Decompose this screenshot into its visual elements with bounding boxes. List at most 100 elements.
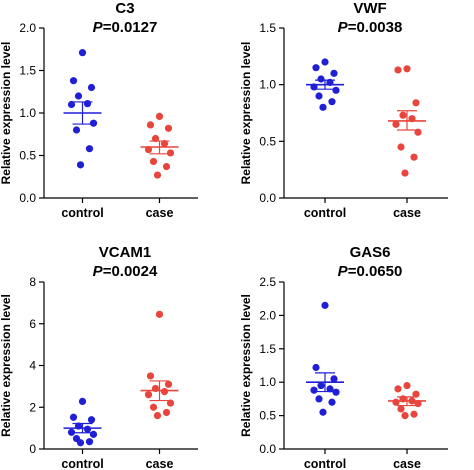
data-point [155,310,164,318]
data-point [328,398,336,406]
data-point [319,103,327,111]
data-point [394,385,402,393]
x-tick-label-control: control [304,206,346,220]
y-axis-label: Relative expression level [0,294,13,437]
data-point [403,381,411,390]
data-point [87,83,96,92]
data-point [162,162,171,171]
data-point [412,99,420,107]
y-tick-label: 1.5 [19,64,36,78]
data-point [78,49,87,57]
data-point [89,119,98,127]
data-point [392,398,400,406]
data-point [76,161,85,169]
data-point [151,134,160,143]
y-tick-label: 2 [29,400,36,414]
p-value: =0.0038 [348,19,403,36]
data-point [166,399,175,407]
data-point [330,69,338,77]
data-point [401,412,409,420]
y-tick-label: 0.0 [19,191,36,205]
chart-title: GAS6 [350,244,391,261]
y-tick-label: 2.0 [259,308,276,322]
data-point [321,58,329,66]
data-point [412,390,420,398]
data-point [310,386,318,394]
data-point [166,149,175,157]
data-point [410,153,418,161]
p-value: =0.0650 [348,263,403,280]
data-point [315,92,323,100]
data-point [332,86,340,94]
y-tick-label: 0.5 [259,409,276,423]
p-value-label: P=0.0127 [93,19,158,36]
data-point [164,380,173,388]
data-point [321,301,329,309]
x-tick-label-case: case [393,206,421,220]
data-point [85,145,94,153]
y-tick-label: 8 [29,275,36,289]
x-tick-label-control: control [61,457,103,470]
x-tick-label-case: case [393,457,421,470]
series-control [306,301,344,416]
data-point [69,77,78,85]
data-point [410,410,418,418]
data-point [401,169,409,177]
p-value-label: P=0.0024 [93,263,158,280]
data-point [72,126,81,134]
x-tick-label-case: case [146,457,174,470]
y-tick-label: 1.0 [259,375,276,389]
series-control [63,397,102,447]
data-point [83,425,92,433]
chart-panel-vcam1: VCAM1 P=0.0024 Relative expression level 0 2… [0,244,198,470]
y-tick-label: 4 [29,359,36,373]
y-tick-label: 0.0 [259,191,276,205]
series-case [388,65,426,177]
y-tick-label: 0.5 [19,149,36,163]
data-point [317,75,325,83]
data-point [144,391,153,399]
series-case [140,112,179,179]
series-case [140,310,179,420]
data-point [89,430,98,438]
data-point [330,375,338,383]
data-point [312,64,320,72]
data-point [319,408,327,416]
chart-panel-c3: C3 P=0.0127 Relative expression level 0.0 0.… [0,0,198,220]
data-point [153,171,162,179]
y-tick-label: 0.0 [259,442,276,456]
data-point [403,65,411,73]
data-point [149,403,158,411]
data-point [83,100,92,108]
p-symbol: P [93,263,104,280]
data-point [87,416,96,424]
p-value-label: P=0.0650 [338,263,403,280]
p-value-label: P=0.0038 [338,19,403,36]
series-control [63,49,102,169]
data-point [326,385,334,393]
x-tick-label-control: control [61,206,103,220]
data-point [397,143,405,151]
y-axis-label: Relative expression level [239,294,253,437]
x-tick-label-case: case [146,206,174,220]
data-point [146,372,155,380]
data-point [162,408,171,417]
chart-title: VCAM1 [99,244,152,261]
data-point [332,388,340,396]
data-point [160,140,169,148]
data-point [317,381,325,390]
y-tick-label: 1.0 [259,78,276,92]
p-symbol: P [338,263,349,280]
data-point [153,412,162,420]
data-point [76,439,85,447]
series-case [388,381,426,420]
data-point [149,157,158,166]
data-point [69,413,78,421]
data-point [328,98,336,106]
y-tick-label: 1.0 [19,106,36,120]
data-point [78,397,87,406]
y-tick-label: 0 [29,442,36,456]
